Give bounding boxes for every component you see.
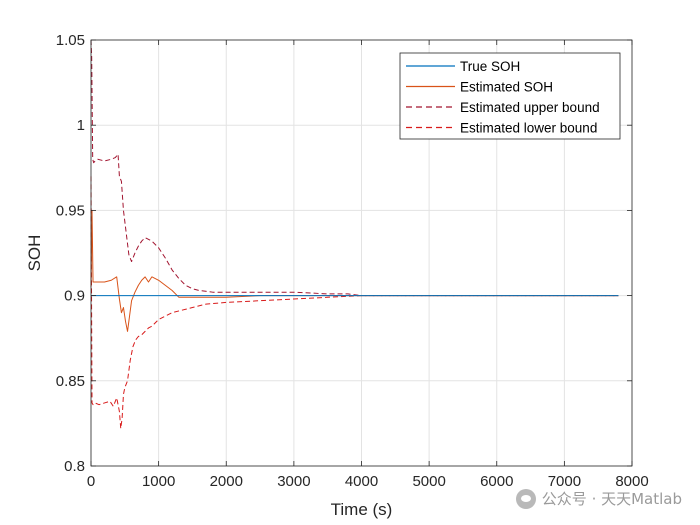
legend-label: Estimated lower bound xyxy=(460,121,597,136)
series-group xyxy=(90,39,619,430)
y-tick-label: 0.85 xyxy=(56,373,85,390)
x-tick-label: 1000 xyxy=(142,473,175,490)
x-tick-label: 2000 xyxy=(210,473,243,490)
watermark-text: 公众号 · 天天Matlab xyxy=(541,490,682,508)
x-axis-title: Time (s) xyxy=(331,500,393,519)
y-tick-label: 0.9 xyxy=(64,288,85,305)
series-estimated-lower-bound-line xyxy=(90,176,619,430)
x-tick-label: 6000 xyxy=(480,473,513,490)
x-tick-label: 0 xyxy=(87,473,95,490)
legend-label: Estimated SOH xyxy=(460,80,553,95)
legend-label: Estimated upper bound xyxy=(460,100,600,115)
ticks: 0 1000 2000 3000 4000 5000 6000 7000 8000 0.8 0.85… xyxy=(56,32,649,490)
x-tick-label: 8000 xyxy=(615,473,648,490)
legend: True SOH Estimated SOH Estimated upper bou… xyxy=(399,52,621,140)
x-tick-label: 3000 xyxy=(277,473,310,490)
legend-box xyxy=(399,52,621,140)
y-axis-title: SOH xyxy=(25,235,44,272)
x-tick-label: 4000 xyxy=(345,473,378,490)
watermark: 公众号 · 天天Matlab xyxy=(515,488,682,509)
x-tick-label: 5000 xyxy=(412,473,445,490)
y-tick-label: 0.8 xyxy=(64,458,85,475)
y-tick-label: 1 xyxy=(77,117,85,134)
series-estimated-upper-bound-line xyxy=(90,39,619,297)
wechat-icon xyxy=(515,488,536,509)
legend-label: True SOH xyxy=(460,59,520,74)
y-tick-label: 0.95 xyxy=(56,202,85,219)
x-tick-label: 7000 xyxy=(548,473,581,490)
y-tick-label: 1.05 xyxy=(56,32,85,49)
